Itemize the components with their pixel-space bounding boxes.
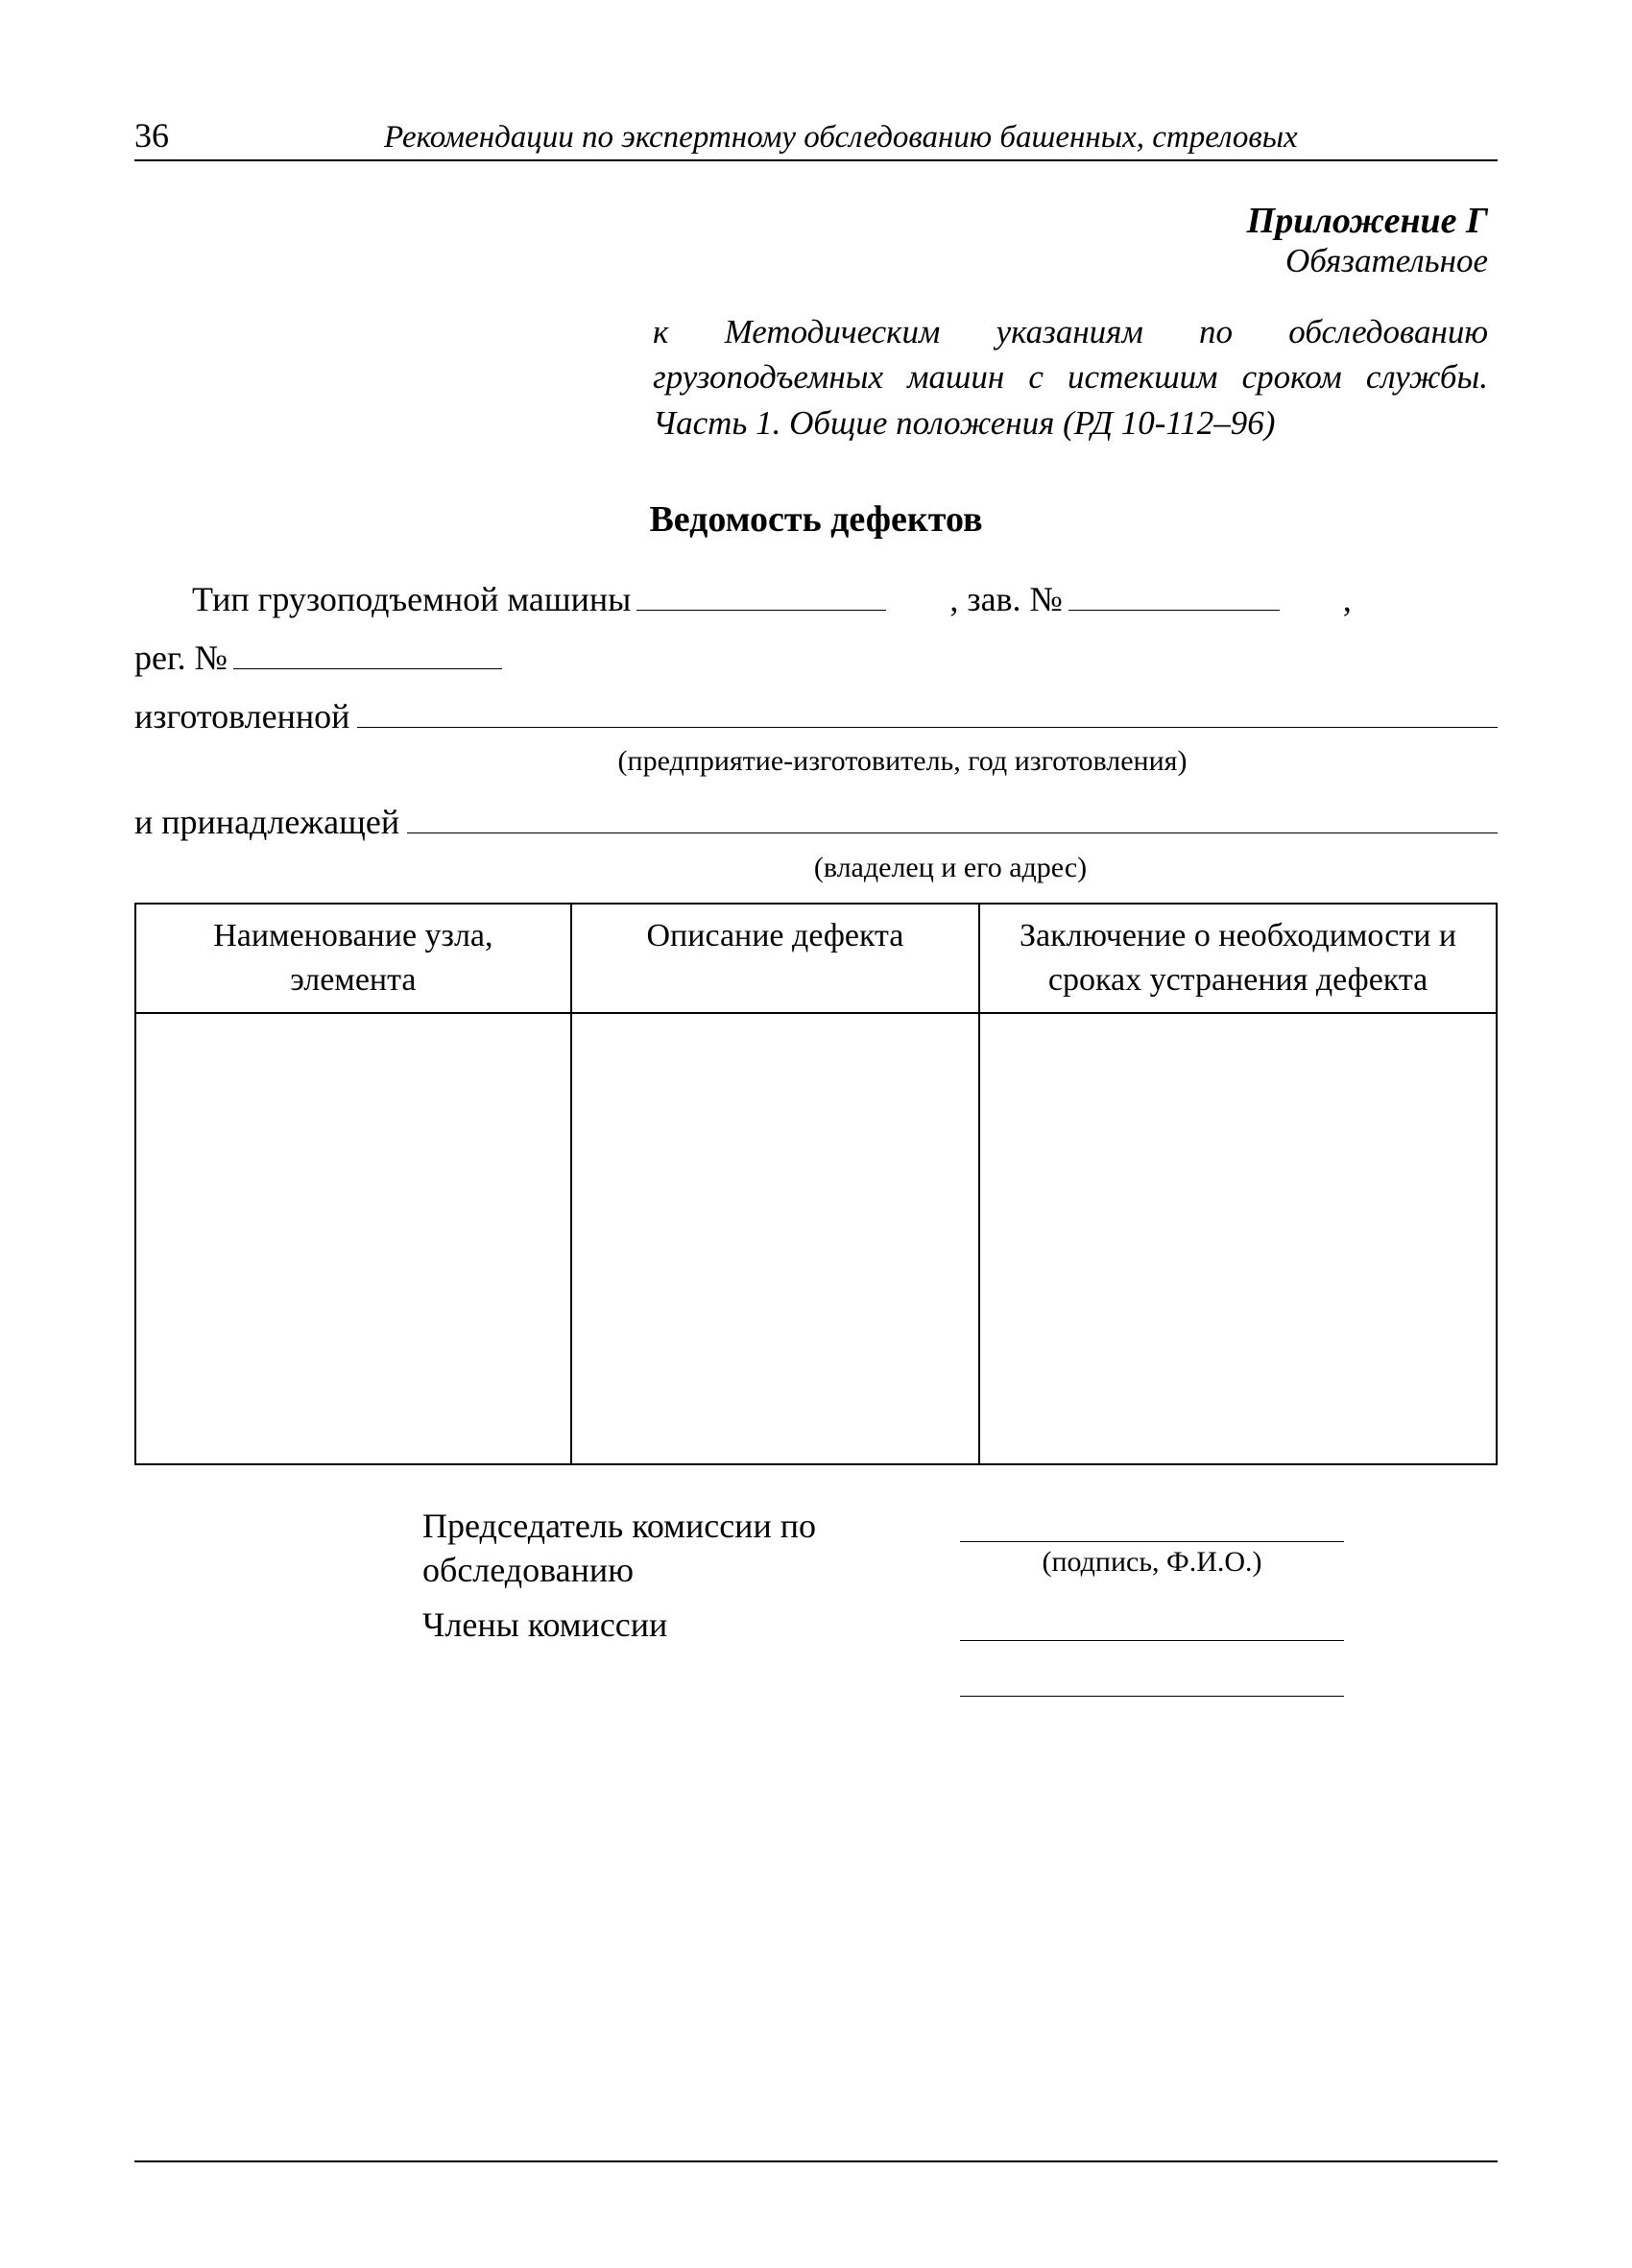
defect-table: Наименование узла, элемента Описание деф… [134,903,1498,1465]
blank-zav-no[interactable] [1068,569,1280,611]
col-header-node-name: Наименование узла, элемента [135,904,571,1013]
form-block: Тип грузоподъемной машины , зав. № , рег… [134,569,1498,891]
blank-manufacturer[interactable] [357,686,1498,727]
appendix-subtitle: Обязательное [134,242,1488,280]
col-header-conclusion: Заключение о необходимости и сроках устр… [979,904,1497,1013]
caption-manufacturer: (предприятие-изготовитель, год изготовле… [307,738,1498,784]
page-header: 36 Рекомендации по экспертному обследова… [134,115,1498,161]
page-number: 36 [134,115,384,156]
signature-chairman-label: Председатель комиссии по обследованию [422,1504,922,1594]
form-label-machine-type: Тип грузоподъемной машины [134,572,631,628]
blank-reg-no[interactable] [233,628,502,669]
blank-machine-type[interactable] [636,569,886,611]
blank-chairman-signature[interactable] [960,1504,1344,1542]
form-line-1: Тип грузоподъемной машины , зав. № , [134,569,1498,628]
blank-owner[interactable] [407,792,1498,833]
table-header-row: Наименование узла, элемента Описание деф… [135,904,1497,1013]
cell-defect-desc[interactable] [571,1013,979,1464]
signature-members-lines [960,1603,1498,1697]
form-label-manufactured: изготовленной [134,689,349,745]
signature-members-block: Члены комиссии [422,1603,1498,1697]
col-header-defect-desc: Описание дефекта [571,904,979,1013]
blank-member-signature-2[interactable] [960,1658,1344,1697]
signature-members-label: Члены комиссии [422,1603,922,1648]
appendix-title: Приложение Г [134,200,1488,242]
form-line-2: рег. № [134,628,1498,687]
running-header: Рекомендации по экспертному обследованию… [384,120,1498,156]
form-label-zav-no: , зав. № [892,572,1063,628]
caption-chairman-signature: (подпись, Ф.И.О.) [960,1546,1344,1579]
cell-conclusion[interactable] [979,1013,1497,1464]
form-line-4: и принадлежащей [134,792,1498,851]
blank-member-signature-1[interactable] [960,1603,1344,1641]
page-footer-rule [134,2160,1498,2162]
form-label-reg-no: рег. № [134,631,228,687]
document-title: Ведомость дефектов [134,498,1498,541]
signature-chairman-block: Председатель комиссии по обследованию (п… [422,1504,1498,1594]
table-row [135,1013,1497,1464]
form-comma: , [1285,572,1352,628]
caption-owner: (владелец и его адрес) [403,845,1498,891]
form-line-3: изготовленной [134,686,1498,744]
cell-node-name[interactable] [135,1013,571,1464]
form-label-owned-by: и принадлежащей [134,795,399,851]
appendix-reference: к Методическим указаниям по обследованию… [653,309,1488,446]
appendix-block: Приложение Г Обязательное [134,200,1488,280]
signature-chairman-lines: (подпись, Ф.И.О.) [960,1504,1498,1579]
